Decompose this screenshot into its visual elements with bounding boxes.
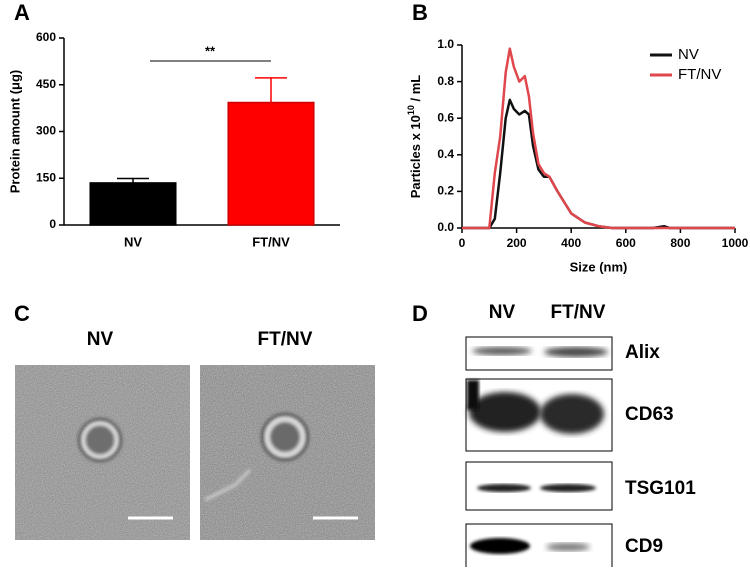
y-tick-label: 150 bbox=[36, 170, 56, 184]
y-tick-label: 450 bbox=[36, 77, 56, 91]
bar bbox=[227, 101, 315, 226]
micrograph-ftnv bbox=[200, 365, 375, 540]
blot-tsg101 bbox=[465, 461, 613, 511]
column-label: FT/NV bbox=[551, 302, 606, 323]
panel-label: D bbox=[412, 301, 428, 326]
panel-label: A bbox=[14, 0, 30, 25]
blot-cd63 bbox=[465, 378, 613, 452]
y-tick-label: 0.4 bbox=[437, 147, 454, 161]
row-label: CD63 bbox=[625, 404, 674, 425]
x-tick-label: FT/NV bbox=[252, 234, 290, 249]
significance-label: ** bbox=[205, 43, 216, 58]
y-tick-label: 0.2 bbox=[437, 184, 454, 198]
y-tick-label: 0.8 bbox=[437, 74, 454, 88]
row-label: CD9 bbox=[625, 536, 663, 557]
x-axis-label: Size (nm) bbox=[570, 259, 628, 274]
y-tick-label: 600 bbox=[36, 30, 56, 44]
x-tick-label: 400 bbox=[561, 236, 581, 250]
line-series bbox=[462, 98, 735, 230]
y-axis-label-tail: / mL bbox=[408, 75, 423, 105]
x-tick-label: NV bbox=[124, 234, 142, 249]
legend-label: NV bbox=[678, 46, 699, 63]
y-tick-label: 300 bbox=[36, 124, 56, 138]
y-tick-label: 0 bbox=[49, 217, 56, 231]
micrograph-nv bbox=[15, 365, 190, 540]
legend-label: FT/NV bbox=[678, 66, 721, 83]
bar bbox=[89, 182, 177, 226]
x-tick-label: 1000 bbox=[722, 236, 749, 250]
column-label: NV bbox=[489, 302, 516, 323]
x-tick-label: 0 bbox=[459, 236, 466, 250]
x-tick-label: 600 bbox=[616, 236, 636, 250]
line-series bbox=[462, 47, 735, 230]
y-tick-label: 0.0 bbox=[437, 220, 454, 234]
x-tick-label: 200 bbox=[507, 236, 527, 250]
panel-label: B bbox=[412, 0, 428, 25]
panel-label: C bbox=[14, 301, 30, 326]
blot-cd9 bbox=[465, 523, 613, 569]
y-axis-label-sup: 10 bbox=[406, 105, 416, 115]
column-label: FT/NV bbox=[258, 329, 313, 350]
x-tick-label: 800 bbox=[670, 236, 690, 250]
row-label: TSG101 bbox=[625, 478, 696, 499]
y-axis-label-text: Particles x 10 bbox=[408, 115, 423, 198]
y-tick-label: 1.0 bbox=[437, 37, 454, 51]
column-label: NV bbox=[87, 329, 114, 350]
y-axis-label: Protein amount (μg) bbox=[7, 70, 22, 194]
y-axis-label: Particles x 1010 / mL bbox=[406, 75, 423, 199]
blot-alix bbox=[465, 336, 613, 371]
row-label: Alix bbox=[625, 342, 660, 363]
y-tick-label: 0.6 bbox=[437, 110, 454, 124]
